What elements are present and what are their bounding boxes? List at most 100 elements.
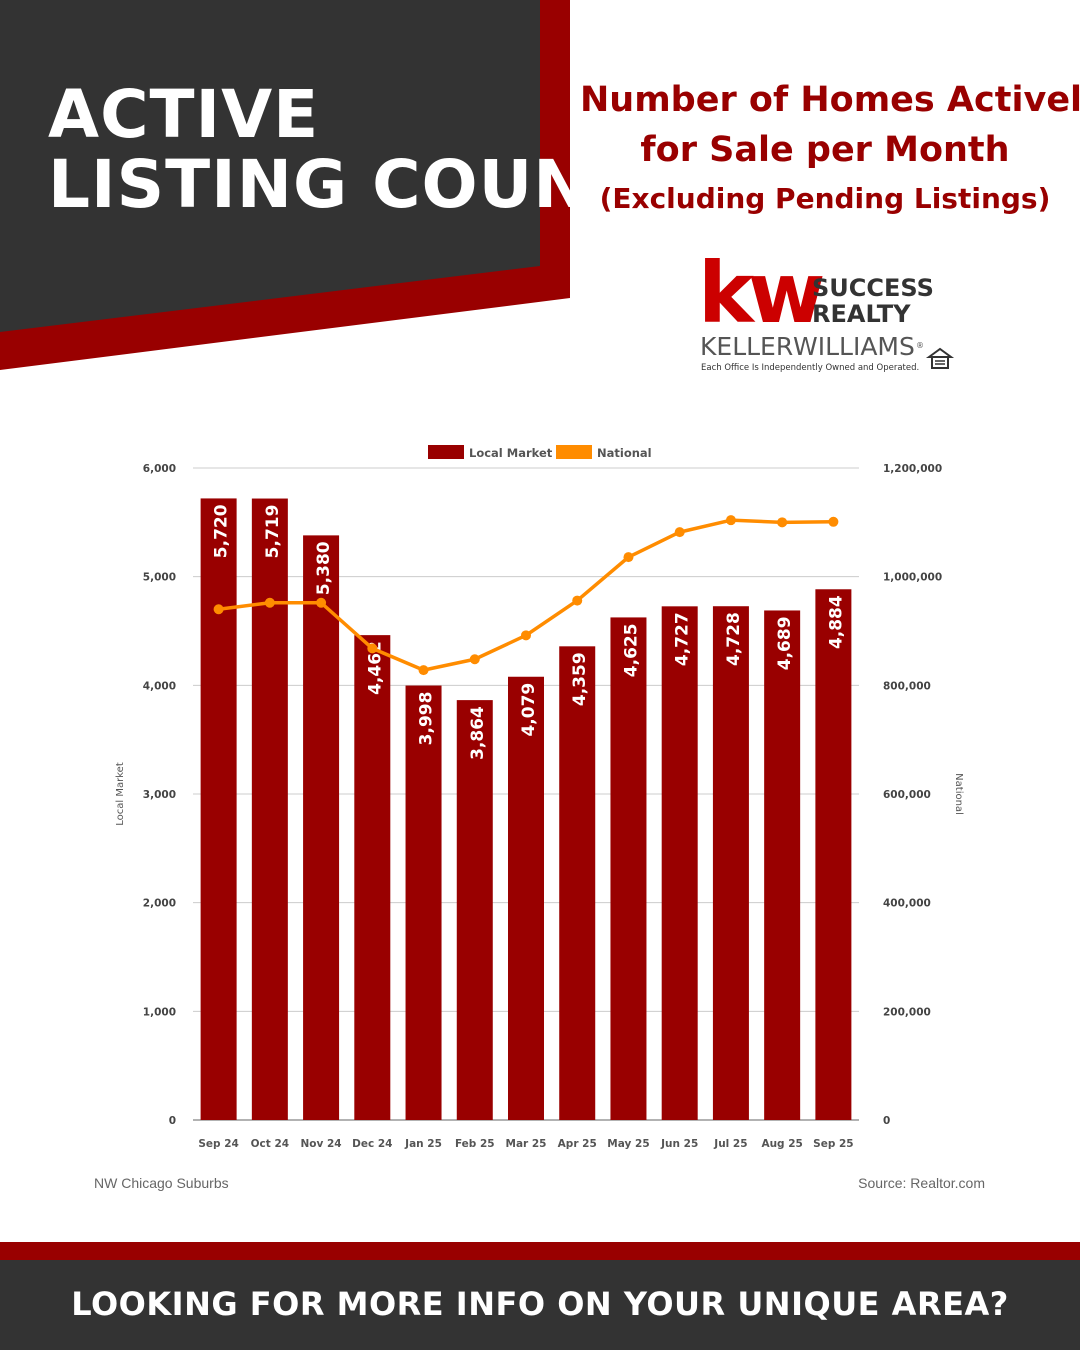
bar-value-labels: 5,720 5,719 5,380 4,462 3,998 3,864 4,079 4,359… [212,504,847,760]
legend-label-local-market: Local Market [469,446,553,460]
logo-tagline: Each Office Is Independently Owned and O… [701,363,919,373]
active-listing-chart: 5,720 5,719 5,380 4,462 3,998 3,864 4,079 4,359… [115,445,964,1150]
right-axis-tick-label: 600,000 [883,789,931,801]
bar-local-market [354,635,391,1120]
right-axis-tick-label: 1,200,000 [883,463,942,475]
logo-realty-text: REALTY [812,300,911,328]
x-axis-tick-label: Sep 25 [813,1138,853,1150]
left-axis-tick-label: 4,000 [143,680,176,692]
national-line-series [213,515,839,676]
bar-local-market [303,535,340,1120]
left-axis-tick-label: 6,000 [143,463,176,475]
x-axis-tick-label: Nov 24 [301,1138,342,1150]
logo-success-text: SUCCESS [812,274,934,302]
bar-value-label: 4,689 [775,616,795,670]
bar-local-market [200,498,237,1121]
right-axis-tick-label: 0 [883,1115,890,1127]
bar-local-market [712,606,749,1120]
bar-value-label: 4,462 [365,641,385,695]
bar-local-market [559,646,596,1120]
source-note: Source: Realtor.com [858,1175,985,1191]
right-axis-tick-label: 200,000 [883,1006,931,1018]
national-point [572,595,583,606]
bar-value-label: 4,079 [519,683,539,737]
national-point [469,654,480,665]
left-axis-tick-label: 0 [169,1115,176,1127]
equal-housing-icon [925,347,955,369]
header-dark-panel [0,0,540,332]
national-point [777,517,788,528]
x-axis-tick-label: May 25 [607,1138,649,1150]
right-axis-tick-label: 800,000 [883,680,931,692]
x-axis-tick-label: Dec 24 [352,1138,392,1150]
bar-value-label: 5,719 [263,505,283,559]
national-point [418,665,429,676]
page-title-line-1: ACTIVE [48,76,320,153]
bar-value-label: 3,998 [417,692,437,746]
legend-label-national: National [597,446,652,460]
subtitle-line-2: for Sale per Month [640,130,1010,170]
logo-williams-text: WILLIAMS [793,332,915,361]
bar-local-market [661,606,698,1120]
bar-local-market [405,685,442,1120]
right-axis-title: National [953,773,964,815]
x-axis-tick-label: Oct 24 [251,1138,289,1150]
left-axis-tick-label: 3,000 [143,789,176,801]
right-axis-tick-label: 400,000 [883,898,931,910]
national-point [264,597,275,608]
bar-value-label: 4,728 [724,612,744,666]
national-point [367,643,378,654]
x-axis-tick-label: Aug 25 [761,1138,802,1150]
national-point [828,516,839,527]
keller-williams-logo: kw SUCCESS REALTY KELLER WILLIAMS ® Each… [698,252,955,373]
national-point [674,527,685,538]
bar-value-label: 4,625 [621,623,641,677]
chart-legend: Local Market National [428,445,652,460]
footer-banner [0,1260,1080,1350]
legend-swatch-national [556,445,592,459]
bar-local-market [610,617,647,1120]
bar-local-market [815,589,852,1120]
local-market-bars [200,498,852,1121]
bar-value-label: 5,720 [212,504,232,558]
bar-local-market [508,676,544,1120]
bar-value-label: 4,727 [673,612,693,666]
bar-value-label: 5,380 [314,541,334,595]
bar-local-market [456,700,493,1120]
national-point [725,515,736,526]
left-axis-title: Local Market [115,762,126,826]
legend-swatch-local-market [428,445,464,459]
national-point [316,597,327,608]
x-axis-tick-label: Jul 25 [713,1138,747,1150]
logo-kw-mark: kw [698,252,823,342]
bar-value-label: 4,884 [826,595,846,649]
bar-value-label: 3,864 [468,706,488,760]
logo-registered-mark: ® [916,341,924,350]
bar-local-market [251,498,288,1120]
bar-local-market [764,610,801,1120]
national-point [623,552,634,563]
national-point [213,604,224,615]
left-axis-tick-label: 2,000 [143,898,176,910]
subtitle-line-3: (Excluding Pending Listings) [599,182,1051,215]
x-axis-tick-label: Apr 25 [558,1138,597,1150]
x-axis-tick-label: Jun 25 [660,1138,698,1150]
logo-keller-text: KELLER [700,332,793,361]
right-axis-tick-label: 1,000,000 [883,572,942,584]
left-axis-tick-label: 1,000 [143,1006,176,1018]
x-axis-tick-label: Mar 25 [506,1138,547,1150]
left-axis-tick-label: 5,000 [143,572,176,584]
chart-axes: 0 1,000 2,000 3,000 4,000 5,000 6,000 0 200,000 4… [115,463,964,1150]
x-axis-tick-label: Jan 25 [404,1138,442,1150]
national-point [521,630,531,641]
region-note: NW Chicago Suburbs [94,1175,229,1191]
bar-value-label: 4,359 [570,652,590,706]
subtitle-line-1: Number of Homes Actively [580,80,1080,120]
call-to-action-text[interactable]: LOOKING FOR MORE INFO ON YOUR UNIQUE ARE… [71,1285,1009,1323]
header-banner [0,0,570,370]
x-axis-tick-label: Feb 25 [455,1138,495,1150]
page-title-line-2: LISTING COUNT [48,146,636,223]
x-axis-tick-label: Sep 24 [198,1138,238,1150]
footer-red-stripe [0,1242,1080,1260]
